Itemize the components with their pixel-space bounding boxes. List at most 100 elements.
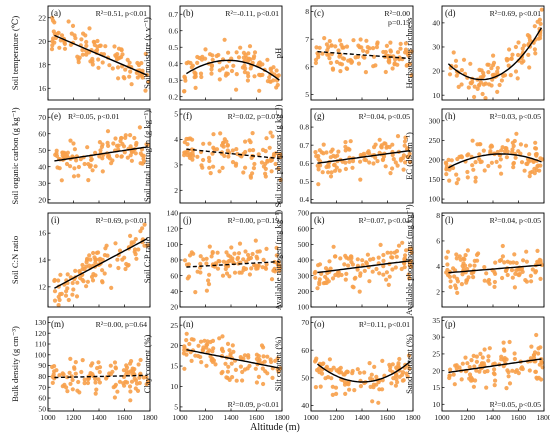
data-point bbox=[65, 375, 70, 380]
data-point bbox=[234, 378, 239, 383]
data-point bbox=[397, 356, 402, 362]
stat-annotation: R²=0.03, p<0.05 bbox=[490, 112, 542, 121]
data-point bbox=[474, 354, 479, 359]
data-point bbox=[88, 257, 93, 262]
data-point bbox=[113, 241, 118, 246]
panel-label: (b) bbox=[183, 8, 194, 18]
data-point bbox=[145, 142, 150, 147]
y-tick-label: 16 bbox=[38, 229, 46, 238]
data-point bbox=[539, 7, 544, 12]
data-point bbox=[54, 148, 59, 153]
fit-line bbox=[447, 27, 543, 81]
data-point bbox=[527, 35, 532, 40]
data-point bbox=[381, 157, 386, 162]
data-point bbox=[445, 249, 451, 254]
data-point bbox=[505, 57, 510, 62]
data-point bbox=[361, 48, 366, 53]
data-point bbox=[70, 387, 75, 392]
data-point bbox=[265, 354, 270, 359]
y-tick-label: 8 bbox=[436, 211, 440, 220]
data-point bbox=[330, 67, 336, 72]
y-axis-label: Soil organic carbon (g kg⁻¹) bbox=[10, 107, 20, 204]
data-point bbox=[538, 21, 543, 26]
data-point bbox=[127, 74, 132, 79]
data-point bbox=[189, 358, 194, 363]
data-point bbox=[252, 50, 258, 55]
data-point bbox=[370, 269, 375, 274]
data-point bbox=[387, 60, 392, 65]
data-point bbox=[234, 87, 239, 92]
data-point bbox=[76, 379, 81, 385]
data-point bbox=[367, 361, 372, 366]
y-axis-label: Soil moisture (v v⁻¹) bbox=[142, 17, 152, 89]
data-point bbox=[264, 262, 269, 267]
data-point bbox=[105, 140, 110, 145]
data-point bbox=[136, 247, 141, 252]
data-point bbox=[113, 136, 118, 141]
data-point bbox=[512, 138, 517, 144]
data-point bbox=[330, 392, 335, 397]
data-point bbox=[128, 233, 133, 238]
data-point bbox=[131, 240, 136, 245]
data-point bbox=[242, 353, 247, 358]
data-point bbox=[313, 385, 318, 390]
data-point bbox=[199, 163, 204, 168]
data-point bbox=[193, 290, 198, 295]
data-point bbox=[506, 63, 511, 68]
data-point bbox=[537, 257, 542, 262]
fit-line bbox=[317, 260, 411, 274]
data-point bbox=[511, 161, 516, 166]
data-point bbox=[327, 259, 332, 264]
data-point bbox=[271, 268, 276, 273]
data-point bbox=[451, 372, 456, 377]
data-point bbox=[390, 255, 395, 260]
data-point bbox=[453, 283, 458, 288]
panel-label: (c) bbox=[314, 8, 324, 18]
data-point bbox=[398, 41, 403, 47]
data-point bbox=[277, 266, 282, 271]
data-point bbox=[195, 54, 200, 60]
data-point bbox=[394, 377, 399, 382]
data-point bbox=[100, 257, 105, 262]
data-point bbox=[203, 47, 208, 52]
data-point bbox=[273, 161, 278, 167]
data-point bbox=[381, 264, 386, 269]
data-point bbox=[236, 55, 242, 60]
data-point bbox=[328, 60, 333, 65]
data-point bbox=[146, 79, 151, 84]
data-point bbox=[365, 49, 370, 54]
data-point bbox=[459, 82, 464, 87]
data-point bbox=[445, 262, 450, 267]
data-point bbox=[475, 86, 480, 91]
data-point bbox=[202, 338, 207, 343]
data-point bbox=[186, 136, 191, 141]
data-point bbox=[453, 58, 459, 63]
data-point bbox=[402, 257, 407, 262]
data-point bbox=[512, 356, 518, 362]
data-point bbox=[510, 368, 515, 373]
data-point bbox=[105, 129, 111, 134]
data-point bbox=[527, 174, 532, 179]
data-point bbox=[365, 252, 370, 257]
data-point bbox=[471, 275, 476, 280]
data-point bbox=[349, 259, 354, 265]
data-point bbox=[406, 353, 412, 358]
fit-line bbox=[54, 34, 148, 76]
data-point bbox=[100, 169, 105, 174]
data-point bbox=[376, 400, 381, 405]
data-point bbox=[501, 73, 506, 78]
data-point bbox=[72, 147, 77, 152]
data-point bbox=[70, 292, 75, 297]
fit-line bbox=[54, 146, 148, 162]
data-point bbox=[532, 24, 537, 29]
data-point bbox=[261, 354, 266, 359]
stat-annotation: R²=0.05, p<0.01 bbox=[68, 112, 120, 121]
data-point bbox=[461, 57, 467, 62]
data-point bbox=[333, 44, 338, 49]
data-point bbox=[96, 65, 101, 70]
y-tick-label: 60 bbox=[170, 271, 178, 280]
data-point bbox=[56, 278, 61, 283]
panel-a: 16 18 20 22 (a) R²=0.51, p<0.01 Soil temperatu… bbox=[10, 5, 151, 101]
data-point bbox=[274, 253, 279, 258]
panel-label: (d) bbox=[445, 8, 456, 18]
